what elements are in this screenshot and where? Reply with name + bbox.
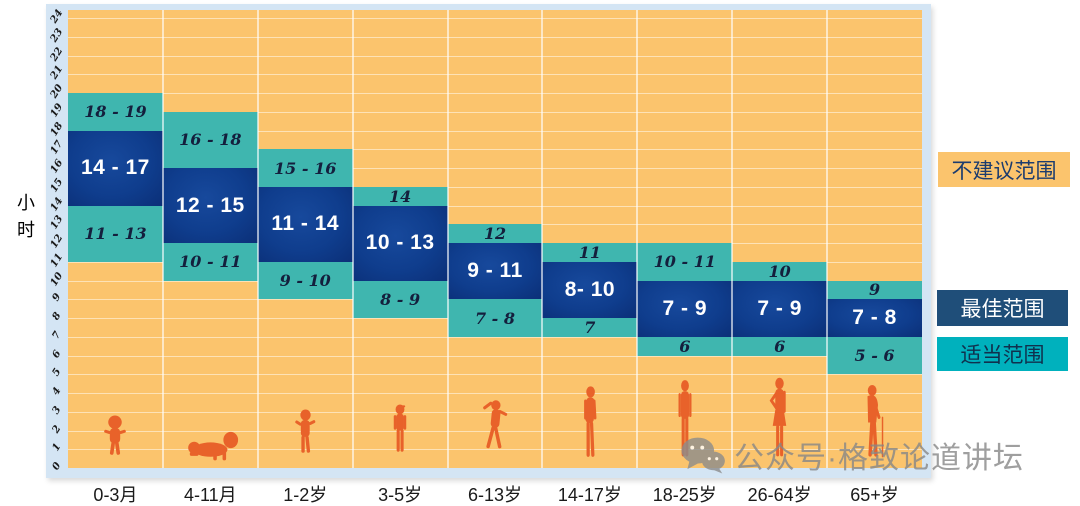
gridline (68, 130, 922, 132)
band-adequate-lower-14-17岁: 7 (542, 318, 638, 337)
column-separator (826, 10, 829, 468)
x-axis-label-26-64岁: 26-64岁 (747, 485, 812, 505)
band-adequate-upper-0-3月: 18 - 19 (68, 93, 163, 131)
elderly-with-cane-icon (857, 381, 892, 466)
band-adequate-upper-18-25岁: 10 - 11 (637, 243, 733, 281)
legend-best-range-label: 最佳范围 (960, 298, 1045, 321)
column-separator (161, 10, 164, 468)
gridline (68, 393, 922, 394)
band-adequate-upper-6-13岁: 12 (447, 224, 543, 243)
x-axis-label-18-25岁: 18-25岁 (652, 485, 717, 505)
gridline (68, 36, 922, 38)
band-adequate-upper-14-17岁: 11 (542, 243, 638, 262)
column-separator (636, 10, 639, 468)
band-adequate-upper-65+岁: 9 (827, 280, 922, 299)
band-adequate-lower-1-2岁: 9 - 10 (257, 261, 353, 300)
x-axis-label-65+岁: 65+岁 (850, 485, 899, 505)
band-adequate-upper-26-64岁: 10 (732, 262, 828, 281)
band-adequate-upper-4-11月: 16 - 18 (162, 111, 258, 168)
wechat-icon (680, 435, 726, 475)
gridline (68, 336, 922, 338)
column-separator (731, 10, 734, 468)
gridline (68, 374, 922, 376)
band-best-1-2岁: 11 - 14 (257, 186, 353, 262)
band-best-6-13岁: 9 - 11 (447, 243, 543, 300)
band-adequate-lower-0-3月: 11 - 13 (68, 205, 163, 262)
legend-adequate-range: 适当范围 (937, 337, 1068, 371)
band-best-0-3月: 14 - 17 (68, 130, 163, 206)
x-axis-label-3-5岁: 3-5岁 (378, 485, 423, 505)
legend-not-recommended: 不建议范围 (938, 152, 1070, 187)
gridline (68, 449, 922, 451)
gridline (68, 205, 922, 207)
band-best-14-17岁: 8- 10 (542, 261, 638, 318)
band-adequate-lower-26-64岁: 6 (732, 337, 828, 356)
band-adequate-lower-4-11月: 10 - 11 (162, 243, 258, 281)
child-running-icon (479, 399, 511, 466)
legend-best-range: 最佳范围 (937, 290, 1068, 326)
gridline (68, 18, 922, 19)
baby-standing-icon (102, 415, 128, 466)
band-best-65+岁: 7 - 8 (827, 299, 922, 337)
gridline (68, 55, 922, 57)
column-separator (446, 10, 449, 468)
band-adequate-upper-3-5岁: 14 (352, 187, 448, 206)
adult-hand-on-hip-icon (764, 377, 795, 466)
watermark: 公众号·格致论道讲坛 (680, 433, 1024, 477)
gridline (68, 168, 922, 169)
legend-not-recommended-label: 不建议范围 (951, 159, 1057, 183)
x-axis-label-14-17岁: 14-17岁 (557, 485, 622, 505)
band-best-3-5岁: 10 - 13 (352, 205, 448, 281)
gridline (68, 186, 922, 188)
band-best-18-25岁: 7 - 9 (637, 280, 733, 337)
band-adequate-upper-1-2岁: 15 - 16 (257, 149, 353, 187)
band-adequate-lower-18-25岁: 6 (637, 337, 733, 356)
column-separator (541, 10, 544, 468)
column-separator (351, 10, 354, 468)
band-best-4-11月: 12 - 15 (162, 168, 258, 243)
band-adequate-lower-65+岁: 5 - 6 (827, 336, 922, 375)
gridline (68, 111, 922, 113)
gridline (68, 93, 922, 94)
plot-area: 18 - 19 14 - 17 11 - 13 16 - 18 12 - 15 10 - … (68, 10, 922, 468)
gridline (68, 149, 922, 151)
x-axis-label-6-13岁: 6-13岁 (467, 485, 523, 505)
x-axis-label-0-3月: 0-3月 (93, 485, 138, 505)
y-axis-title: 小时 (17, 193, 35, 240)
gridline (68, 74, 922, 76)
gridline (68, 355, 922, 357)
column-separator (256, 10, 259, 468)
watermark-text: 公众号·格致论道讲坛 (734, 442, 1024, 475)
child-icon (387, 403, 413, 466)
x-axis-label-1-2岁: 1-2岁 (283, 485, 328, 505)
legend-adequate-range-label: 适当范围 (960, 344, 1045, 367)
teenager-icon (576, 385, 603, 466)
band-adequate-lower-3-5岁: 8 - 9 (352, 280, 448, 318)
baby-crawling-icon (180, 428, 240, 466)
band-best-26-64岁: 7 - 9 (732, 280, 828, 337)
band-adequate-lower-6-13岁: 7 - 8 (447, 299, 543, 337)
toddler-icon (292, 409, 318, 466)
x-axis-label-4-11月: 4-11月 (183, 485, 237, 505)
